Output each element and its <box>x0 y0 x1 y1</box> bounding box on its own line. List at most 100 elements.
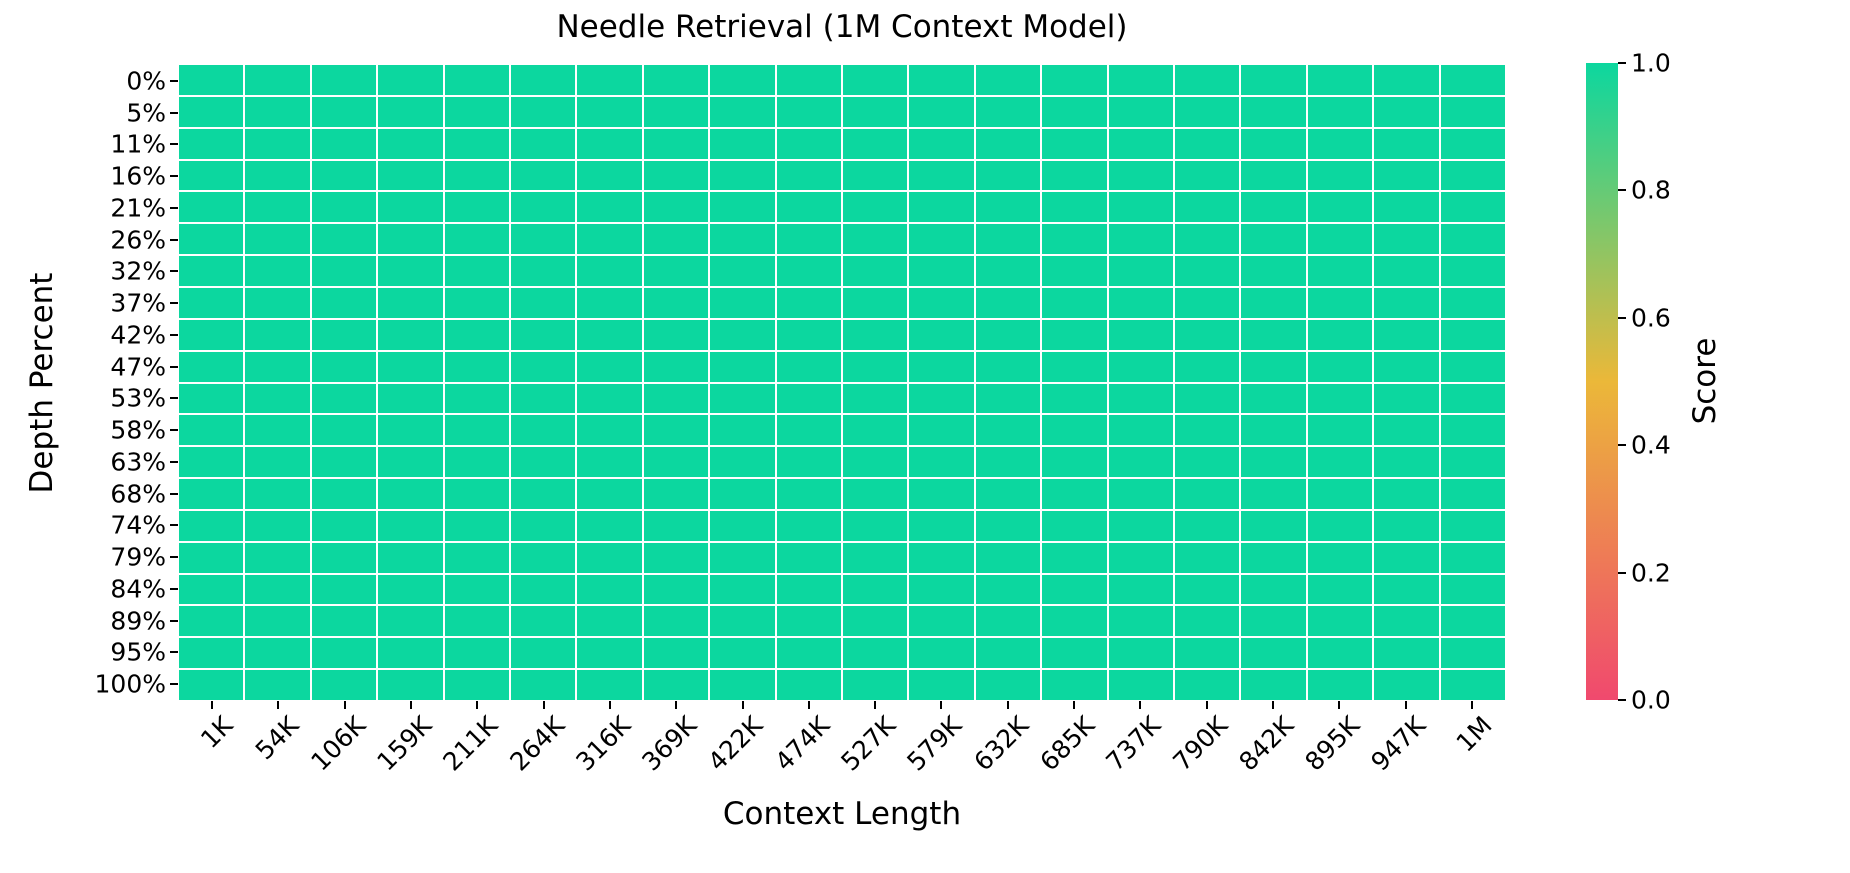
heatmap-cell <box>1241 574 1306 605</box>
heatmap-cell <box>179 383 244 414</box>
x-axis-tick-mark <box>741 701 744 709</box>
x-axis-tick-mark <box>1470 701 1473 709</box>
heatmap-cell <box>843 606 908 637</box>
heatmap-cell <box>1042 192 1107 223</box>
heatmap-cell <box>311 351 377 382</box>
heatmap-cell <box>577 606 642 637</box>
heatmap-cell <box>179 256 244 286</box>
heatmap-cell <box>909 510 974 541</box>
heatmap-cell <box>843 542 908 573</box>
heatmap-cell <box>909 542 974 573</box>
heatmap-cell <box>975 160 1041 191</box>
heatmap-cell <box>643 383 709 414</box>
heatmap-cell <box>843 160 908 191</box>
heatmap-cell <box>1042 383 1107 414</box>
heatmap-cell <box>1374 574 1439 605</box>
heatmap-cell <box>710 256 775 286</box>
heatmap-cell <box>1374 351 1439 382</box>
heatmap-cell <box>511 128 576 159</box>
heatmap-cell <box>511 351 576 382</box>
heatmap-cell <box>311 606 377 637</box>
heatmap-cell <box>1440 542 1505 573</box>
heatmap-cell <box>1440 606 1505 637</box>
heatmap-cell <box>311 96 377 127</box>
heatmap-cell <box>1241 606 1306 637</box>
heatmap-cell <box>975 65 1041 95</box>
heatmap-cell <box>776 542 841 573</box>
x-axis-tick-label: 947K <box>1365 710 1432 777</box>
y-axis-tick-mark <box>170 270 178 273</box>
heatmap-cell <box>378 65 443 95</box>
heatmap-cell <box>1307 96 1373 127</box>
heatmap-cell <box>843 415 908 446</box>
heatmap-cell <box>909 351 974 382</box>
y-axis-tick-label: 100% <box>94 669 166 699</box>
heatmap-cell <box>511 510 576 541</box>
heatmap-cell <box>776 287 841 318</box>
heatmap-cell <box>378 670 443 700</box>
heatmap-cell <box>1042 479 1107 509</box>
heatmap-cell <box>776 65 841 95</box>
heatmap-cell <box>710 606 775 637</box>
heatmap-cell <box>1108 415 1173 446</box>
heatmap-cell <box>710 415 775 446</box>
y-axis-tick-mark <box>170 556 178 559</box>
heatmap-cell <box>179 319 244 350</box>
heatmap-cell <box>179 128 244 159</box>
heatmap-cell <box>643 287 709 318</box>
heatmap-cell <box>1307 65 1373 95</box>
heatmap-cell <box>643 160 709 191</box>
heatmap-cell <box>1042 128 1107 159</box>
heatmap-cell <box>1108 670 1173 700</box>
x-axis-tick-label: 632K <box>967 710 1034 777</box>
heatmap-cell <box>1307 638 1373 669</box>
heatmap-cell <box>776 351 841 382</box>
heatmap-cell <box>311 65 377 95</box>
x-axis-tick-label: 842K <box>1233 710 1300 777</box>
heatmap-cell <box>444 606 509 637</box>
heatmap-cell <box>311 192 377 223</box>
y-axis-tick-mark <box>170 143 178 146</box>
heatmap-cell <box>311 447 377 478</box>
y-axis-tick-mark <box>170 175 178 178</box>
heatmap-cell <box>643 479 709 509</box>
x-axis-tick-label: 106K <box>304 710 371 777</box>
heatmap-cell <box>179 96 244 127</box>
heatmap-cell <box>311 415 377 446</box>
heatmap-cell <box>1307 542 1373 573</box>
heatmap-cell <box>577 287 642 318</box>
y-axis-tick-label: 26% <box>110 225 166 255</box>
x-axis-tick-label: 54K <box>249 710 305 766</box>
heatmap-cell <box>378 510 443 541</box>
x-axis-tick-mark <box>1006 701 1009 709</box>
y-axis-tick-mark <box>170 651 178 654</box>
y-axis-tick-mark <box>170 302 178 305</box>
y-axis-tick-label: 89% <box>110 606 166 636</box>
heatmap-cell <box>843 287 908 318</box>
heatmap-cell <box>378 128 443 159</box>
heatmap-cell <box>643 606 709 637</box>
x-axis-tick-mark <box>1271 701 1274 709</box>
heatmap-cell <box>511 606 576 637</box>
heatmap-cell <box>311 383 377 414</box>
heatmap-cell <box>1241 447 1306 478</box>
heatmap-cell <box>1241 415 1306 446</box>
y-axis-tick-label: 68% <box>110 479 166 509</box>
heatmap-cell <box>511 574 576 605</box>
heatmap-cell <box>1241 256 1306 286</box>
heatmap-cell <box>1108 287 1173 318</box>
heatmap-cell <box>1042 96 1107 127</box>
heatmap-cell <box>444 415 509 446</box>
x-axis-tick-mark <box>277 701 280 709</box>
heatmap-cell <box>179 638 244 669</box>
x-axis-tick-mark <box>940 701 943 709</box>
heatmap-cell <box>776 670 841 700</box>
heatmap-cell <box>975 670 1041 700</box>
heatmap-cell <box>975 287 1041 318</box>
x-axis-tick-label: 1M <box>1450 710 1498 758</box>
heatmap-cell <box>1175 542 1240 573</box>
heatmap-cell <box>179 351 244 382</box>
heatmap-cell <box>1042 415 1107 446</box>
heatmap-cell <box>909 96 974 127</box>
heatmap-cell <box>179 510 244 541</box>
